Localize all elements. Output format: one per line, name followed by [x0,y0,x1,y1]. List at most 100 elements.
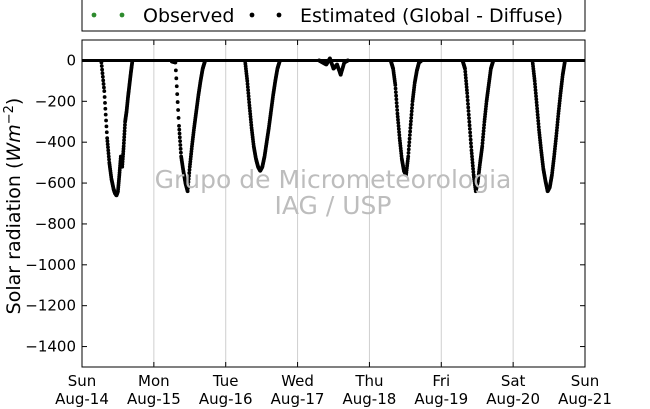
data-point [554,134,559,138]
data-point [470,160,475,165]
data-point [121,141,126,146]
legend-observed-marker [91,12,97,18]
data-point [100,71,105,76]
data-point [463,69,468,74]
data-point [406,154,411,159]
y-axis: 0 −200 −400 −600 −800 −1000 −1200 −1400 [25,51,585,356]
data-point [104,130,109,135]
data-point [246,94,251,99]
data-point [408,125,413,130]
data-point [467,119,472,124]
data-point [395,108,400,112]
data-point [481,132,486,136]
data-point [187,167,192,172]
data-point [481,135,485,139]
data-point [202,59,207,64]
plot-area [81,39,586,368]
y-tick-label: −400 [35,133,76,151]
data-point [467,116,471,121]
data-point [245,82,250,86]
legend: Observed Estimated (Global - Diffuse) [81,0,586,32]
data-point [245,85,250,89]
data-point [535,106,540,111]
y-axis-label-unit-close: ) [3,98,25,105]
data-point [99,64,104,68]
data-point [554,128,559,133]
data-point [406,151,411,155]
x-axis: SunAug-14MonAug-15TueAug-16WedAug-17ThuA… [55,40,612,408]
y-tick-label: −200 [35,92,76,110]
data-point [175,100,180,104]
data-point [535,109,540,114]
data-point [130,59,135,64]
data-point [173,68,178,73]
x-tick-label-day: Sat [501,372,526,390]
data-point [480,144,485,149]
data-point [463,72,468,77]
data-point [187,170,192,175]
data-point [102,95,107,99]
data-point [186,177,191,181]
data-point [186,180,191,184]
data-point [396,123,401,128]
data-point [465,91,470,96]
data-point [410,102,415,107]
data-point [467,123,472,128]
x-tick-label-day: Sun [68,372,97,390]
data-point [534,103,539,108]
y-axis-label-text: Solar radiation [3,175,25,314]
data-point [533,85,538,89]
x-tick-label-day: Wed [281,372,314,390]
data-point [121,144,126,149]
x-tick-label-date: Aug-17 [271,390,325,408]
data-point [419,58,424,63]
data-point [536,118,541,123]
data-point [101,78,106,83]
data-point [103,106,108,111]
data-points [99,56,567,198]
data-point [246,91,251,96]
data-point [466,101,470,106]
data-point [534,94,538,99]
data-point [469,141,473,146]
data-point [395,114,400,119]
data-point [396,117,400,122]
data-point [176,116,181,120]
data-point [394,97,399,102]
data-point [555,125,559,130]
x-tick-label-date: Aug-16 [199,390,253,408]
data-point [178,146,183,151]
data-point [406,147,411,152]
data-point [174,76,179,81]
y-tick-label: −800 [35,215,76,233]
data-point [178,150,183,155]
data-point [466,109,471,113]
data-point [397,133,402,137]
data-point [249,120,253,125]
data-point [533,91,538,96]
y-tick-label: −600 [35,174,76,192]
data-point [464,78,468,83]
data-point [467,126,472,131]
data-point [536,115,540,120]
data-point [177,123,181,128]
data-point [554,131,559,136]
data-point [106,154,111,159]
data-point [409,112,414,117]
data-point [395,111,400,116]
data-point [395,104,399,109]
y-tick-label: −1400 [25,338,76,356]
data-point [535,112,540,117]
data-point [175,92,180,97]
data-point [178,139,182,144]
data-point [468,137,473,142]
data-point [555,120,560,124]
x-tick-label-date: Aug-21 [558,390,612,408]
y-tick-label: −1200 [25,297,76,315]
x-tick-label-date: Aug-14 [55,390,109,408]
x-tick-label-day: Fri [432,372,450,390]
data-point [177,135,182,140]
data-point [123,122,127,127]
data-point [465,94,470,99]
